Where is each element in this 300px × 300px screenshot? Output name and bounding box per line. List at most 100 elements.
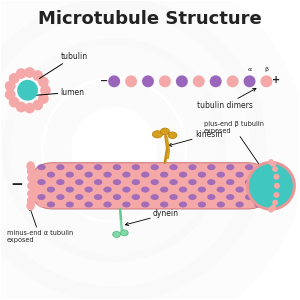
Ellipse shape [198, 187, 206, 193]
Ellipse shape [152, 131, 163, 138]
Ellipse shape [207, 164, 215, 170]
Ellipse shape [245, 202, 253, 208]
Circle shape [159, 75, 171, 87]
Ellipse shape [47, 172, 55, 178]
Ellipse shape [122, 194, 130, 200]
Ellipse shape [226, 187, 234, 193]
Ellipse shape [245, 179, 253, 185]
Text: tubulin: tubulin [39, 52, 88, 79]
Circle shape [274, 183, 280, 189]
Ellipse shape [47, 164, 55, 170]
Ellipse shape [254, 164, 263, 170]
Circle shape [26, 161, 35, 169]
Ellipse shape [179, 179, 187, 185]
Text: α: α [248, 67, 252, 72]
Text: dynein: dynein [125, 209, 179, 226]
Ellipse shape [236, 187, 244, 193]
Circle shape [270, 205, 276, 211]
Ellipse shape [151, 164, 159, 170]
Ellipse shape [179, 194, 187, 200]
Ellipse shape [151, 179, 159, 185]
Circle shape [24, 103, 35, 113]
Text: tubulin dimers: tubulin dimers [197, 88, 256, 110]
Ellipse shape [168, 132, 177, 139]
Circle shape [27, 189, 35, 198]
Ellipse shape [75, 179, 83, 185]
Circle shape [26, 202, 35, 210]
Ellipse shape [236, 202, 244, 208]
Ellipse shape [113, 164, 121, 170]
Ellipse shape [226, 172, 234, 178]
Circle shape [27, 174, 35, 182]
Circle shape [9, 97, 20, 107]
Ellipse shape [85, 172, 93, 178]
Ellipse shape [85, 164, 93, 170]
Ellipse shape [254, 202, 263, 208]
Ellipse shape [122, 187, 130, 193]
Circle shape [125, 75, 137, 87]
Circle shape [176, 75, 188, 87]
Ellipse shape [132, 194, 140, 200]
Ellipse shape [94, 194, 102, 200]
Circle shape [273, 174, 279, 180]
Ellipse shape [85, 187, 93, 193]
Ellipse shape [179, 172, 187, 178]
Ellipse shape [245, 164, 253, 170]
Ellipse shape [56, 172, 64, 178]
Circle shape [193, 75, 205, 87]
Ellipse shape [160, 128, 169, 135]
Ellipse shape [151, 172, 159, 178]
Ellipse shape [113, 172, 121, 178]
Text: lumen: lumen [31, 88, 84, 97]
Circle shape [246, 161, 296, 211]
Ellipse shape [188, 179, 196, 185]
Ellipse shape [113, 202, 121, 208]
Ellipse shape [207, 194, 215, 200]
Ellipse shape [141, 194, 149, 200]
Ellipse shape [179, 202, 187, 208]
Circle shape [9, 73, 20, 84]
Ellipse shape [75, 172, 83, 178]
Ellipse shape [207, 172, 215, 178]
Ellipse shape [85, 194, 93, 200]
Circle shape [32, 70, 43, 81]
Ellipse shape [236, 172, 244, 178]
Ellipse shape [103, 187, 112, 193]
Ellipse shape [103, 164, 112, 170]
Ellipse shape [103, 172, 112, 178]
Text: −: − [100, 75, 108, 85]
Ellipse shape [94, 172, 102, 178]
Circle shape [40, 85, 51, 96]
Ellipse shape [169, 187, 178, 193]
Ellipse shape [160, 179, 168, 185]
Ellipse shape [188, 164, 196, 170]
Ellipse shape [198, 202, 206, 208]
Text: kinesin: kinesin [169, 130, 222, 146]
Circle shape [27, 200, 35, 209]
Ellipse shape [113, 179, 121, 185]
Ellipse shape [226, 179, 234, 185]
Ellipse shape [198, 164, 206, 170]
Ellipse shape [188, 172, 196, 178]
Ellipse shape [169, 179, 178, 185]
Ellipse shape [132, 202, 140, 208]
Ellipse shape [47, 187, 55, 193]
Ellipse shape [179, 187, 187, 193]
Ellipse shape [160, 187, 168, 193]
Ellipse shape [122, 202, 130, 208]
Circle shape [32, 100, 43, 110]
Circle shape [16, 102, 27, 112]
Ellipse shape [217, 179, 225, 185]
Ellipse shape [160, 202, 168, 208]
Ellipse shape [56, 187, 64, 193]
Circle shape [38, 76, 49, 87]
Ellipse shape [141, 172, 149, 178]
Circle shape [260, 75, 272, 87]
Ellipse shape [132, 172, 140, 178]
Ellipse shape [37, 164, 46, 170]
Ellipse shape [113, 194, 121, 200]
Ellipse shape [169, 164, 178, 170]
Circle shape [5, 81, 16, 92]
Ellipse shape [217, 202, 225, 208]
Ellipse shape [151, 194, 159, 200]
